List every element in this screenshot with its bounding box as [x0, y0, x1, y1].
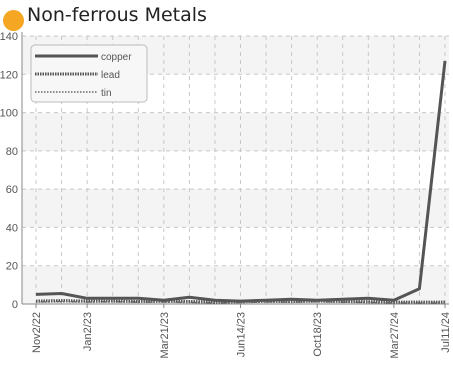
y-tick-label: 80 — [6, 146, 18, 158]
x-axis-ticks: Nov2/22 Jan2/23 Mar21/23 Jun14/23 Oct18/23 Ma… — [31, 304, 452, 358]
legend-label-tin: tin — [101, 88, 112, 99]
y-axis-ticks: 0 20 40 60 80 100 120 140 — [0, 31, 18, 311]
y-tick-label: 120 — [0, 69, 18, 81]
x-tick-label: Jul11/24 — [440, 312, 452, 353]
series-line-lead — [35, 299, 445, 304]
x-tick-label: Jan2/23 — [82, 312, 94, 351]
legend: copper lead tin — [30, 44, 148, 103]
x-tick-label: Jun14/23 — [236, 312, 248, 357]
x-tick-label: Nov2/22 — [31, 312, 43, 353]
series-line-tin — [35, 300, 445, 304]
series-line-copper — [35, 60, 447, 303]
plot-band — [22, 112, 449, 151]
x-tick-label: Mar21/23 — [159, 312, 171, 358]
legend-label-lead: lead — [101, 70, 120, 81]
x-tick-label: Mar27/24 — [389, 312, 401, 358]
y-tick-label: 100 — [0, 108, 18, 120]
axes — [21, 32, 449, 305]
legend-label-copper: copper — [101, 52, 132, 63]
y-tick-label: 60 — [6, 184, 18, 196]
plot-band — [22, 189, 449, 228]
y-tick-label: 40 — [6, 222, 18, 234]
y-tick-label: 20 — [6, 261, 18, 273]
y-tick-label: 0 — [12, 299, 18, 311]
chart-title: Non-ferrous Metals — [27, 4, 207, 26]
x-tick-label: Oct18/23 — [312, 312, 324, 357]
title-marker-dot — [3, 10, 24, 31]
series-lines — [35, 60, 447, 304]
y-tick-label: 140 — [0, 31, 18, 43]
